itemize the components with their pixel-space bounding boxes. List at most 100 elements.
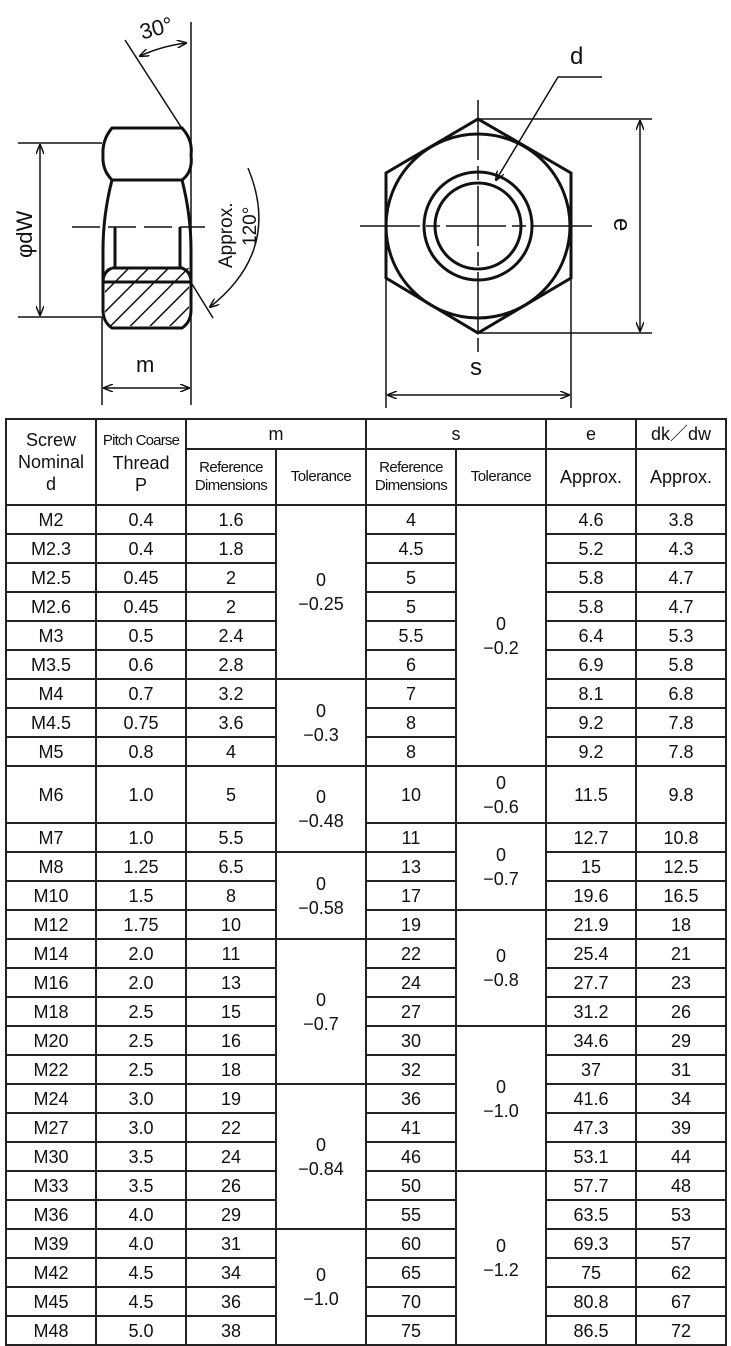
cell-screw-size: M6 xyxy=(5,765,97,824)
tolerance-lower: −0.2 xyxy=(483,637,519,658)
cell-e-approx: 19.6 xyxy=(545,880,637,911)
tolerance-lower: −0.6 xyxy=(483,796,519,817)
cell-m-tolerance: 0 −0.48 xyxy=(275,765,367,853)
cell-e-approx: 86.5 xyxy=(545,1315,637,1346)
cell-e-approx: 5.8 xyxy=(545,591,637,622)
cell-screw-size: M2.5 xyxy=(5,562,97,593)
cell-screw-size: M12 xyxy=(5,909,97,940)
cell-m-reference: 1.6 xyxy=(185,504,277,535)
cell-m-reference: 2.8 xyxy=(185,649,277,680)
cell-m-reference: 19 xyxy=(185,1083,277,1114)
cell-s-tolerance: 0 −0.8 xyxy=(455,909,547,1027)
cell-screw-size: M45 xyxy=(5,1286,97,1317)
cell-pitch: 0.6 xyxy=(95,649,187,680)
cell-screw-size: M2.6 xyxy=(5,591,97,622)
cell-pitch: 5.0 xyxy=(95,1315,187,1346)
cell-m-reference: 2 xyxy=(185,591,277,622)
cell-dw-approx: 4.7 xyxy=(635,562,727,593)
cell-screw-size: M20 xyxy=(5,1025,97,1056)
width-across-flats-label: s xyxy=(470,354,482,381)
tolerance-upper: 0 xyxy=(495,772,506,793)
table-row: M30 3.5 24 46 53.1 44 xyxy=(5,1141,727,1172)
tolerance-lower: −0.7 xyxy=(303,1013,339,1034)
cell-m-reference: 31 xyxy=(185,1228,277,1259)
cell-dw-approx: 7.8 xyxy=(635,736,727,767)
cell-e-approx: 4.6 xyxy=(545,504,637,535)
cell-dw-approx: 23 xyxy=(635,967,727,998)
table-row: M8 1.25 6.5 0 −0.58 13 15 12.5 xyxy=(5,851,727,940)
cell-pitch: 1.25 xyxy=(95,851,187,882)
table-row: M18 2.5 15 27 31.2 26 xyxy=(5,996,727,1027)
cell-pitch: 0.45 xyxy=(95,562,187,593)
tolerance-upper: 0 xyxy=(495,1076,506,1097)
cell-m-reference: 8 xyxy=(185,880,277,911)
cell-m-tolerance: 0 −0.3 xyxy=(275,678,367,767)
cell-screw-size: M14 xyxy=(5,938,97,969)
cell-m-reference: 29 xyxy=(185,1199,277,1230)
cell-screw-size: M3.5 xyxy=(5,649,97,680)
table-row: M10 1.5 8 17 19.6 16.5 xyxy=(5,880,727,911)
cell-e-approx: 37 xyxy=(545,1054,637,1085)
cell-screw-size: M5 xyxy=(5,736,97,767)
cell-s-tolerance: 0 −0.2 xyxy=(455,504,547,767)
cell-screw-size: M33 xyxy=(5,1170,97,1201)
chamfer-angle-label: 30° xyxy=(137,12,176,45)
height-label: m xyxy=(136,352,154,377)
cell-m-reference: 13 xyxy=(185,967,277,998)
cell-m-reference: 6.5 xyxy=(185,851,277,882)
cell-dw-approx: 12.5 xyxy=(635,851,727,882)
cell-m-reference: 4 xyxy=(185,736,277,767)
table-row: M6 1.0 5 0 −0.48 10 0 −0.6 11.5 9.8 xyxy=(5,765,727,853)
cell-s-reference: 50 xyxy=(365,1170,457,1201)
cell-dw-approx: 26 xyxy=(635,996,727,1027)
cell-e-approx: 63.5 xyxy=(545,1199,637,1230)
cell-s-reference: 5.5 xyxy=(365,620,457,651)
cell-m-reference: 34 xyxy=(185,1257,277,1288)
cell-e-approx: 5.2 xyxy=(545,533,637,564)
nut-top-view xyxy=(360,76,652,408)
cell-s-reference: 4 xyxy=(365,504,457,535)
cell-pitch: 3.0 xyxy=(95,1112,187,1143)
cell-dw-approx: 67 xyxy=(635,1286,727,1317)
cell-m-reference: 26 xyxy=(185,1170,277,1201)
cell-e-approx: 53.1 xyxy=(545,1141,637,1172)
cell-s-reference: 41 xyxy=(365,1112,457,1143)
header-s: s xyxy=(365,418,547,450)
table-row: M36 4.0 29 55 63.5 53 xyxy=(5,1199,727,1230)
cell-e-approx: 9.2 xyxy=(545,736,637,767)
cell-m-tolerance: 0 −0.58 xyxy=(275,851,367,940)
nut-side-view xyxy=(18,22,260,405)
cell-s-reference: 60 xyxy=(365,1228,457,1259)
cell-screw-size: M4.5 xyxy=(5,707,97,738)
tolerance-upper: 0 xyxy=(315,989,326,1010)
tolerance-lower: −1.2 xyxy=(483,1260,519,1280)
cell-e-approx: 31.2 xyxy=(545,996,637,1027)
cell-pitch: 2.5 xyxy=(95,996,187,1027)
cell-pitch: 4.0 xyxy=(95,1228,187,1259)
cell-pitch: 1.75 xyxy=(95,909,187,940)
washer-diameter-label: φdW xyxy=(12,210,37,258)
cell-screw-size: M39 xyxy=(5,1228,97,1259)
cell-dw-approx: 5.3 xyxy=(635,620,727,651)
cell-m-reference: 15 xyxy=(185,996,277,1027)
cell-s-reference: 10 xyxy=(365,765,457,824)
cell-m-reference: 5 xyxy=(185,765,277,824)
header-s-reference: Reference Dimensions xyxy=(365,448,457,506)
cell-screw-size: M4 xyxy=(5,678,97,709)
tolerance-lower: −0.25 xyxy=(298,594,344,614)
table-row: M3 0.5 2.4 5.5 6.4 5.3 xyxy=(5,620,727,651)
cell-e-approx: 47.3 xyxy=(545,1112,637,1143)
cell-m-reference: 2.4 xyxy=(185,620,277,651)
tolerance-upper: 0 xyxy=(315,873,326,894)
cell-s-reference: 30 xyxy=(365,1025,457,1056)
cell-s-tolerance: 0 −1.2 xyxy=(455,1170,547,1346)
cell-dw-approx: 18 xyxy=(635,909,727,940)
hex-nut-dimension-table: Screw Nominal d Pitch Coarse Thread P m s e … xyxy=(5,418,727,1346)
cell-dw-approx: 10.8 xyxy=(635,822,727,853)
cell-m-reference: 24 xyxy=(185,1141,277,1172)
table-row: M39 4.0 31 0 −1.0 60 69.3 57 xyxy=(5,1228,727,1346)
table-row: M24 3.0 19 0 −0.84 36 41.6 34 xyxy=(5,1083,727,1230)
cell-pitch: 3.0 xyxy=(95,1083,187,1114)
tolerance-upper: 0 xyxy=(315,787,326,807)
cell-pitch: 0.45 xyxy=(95,591,187,622)
